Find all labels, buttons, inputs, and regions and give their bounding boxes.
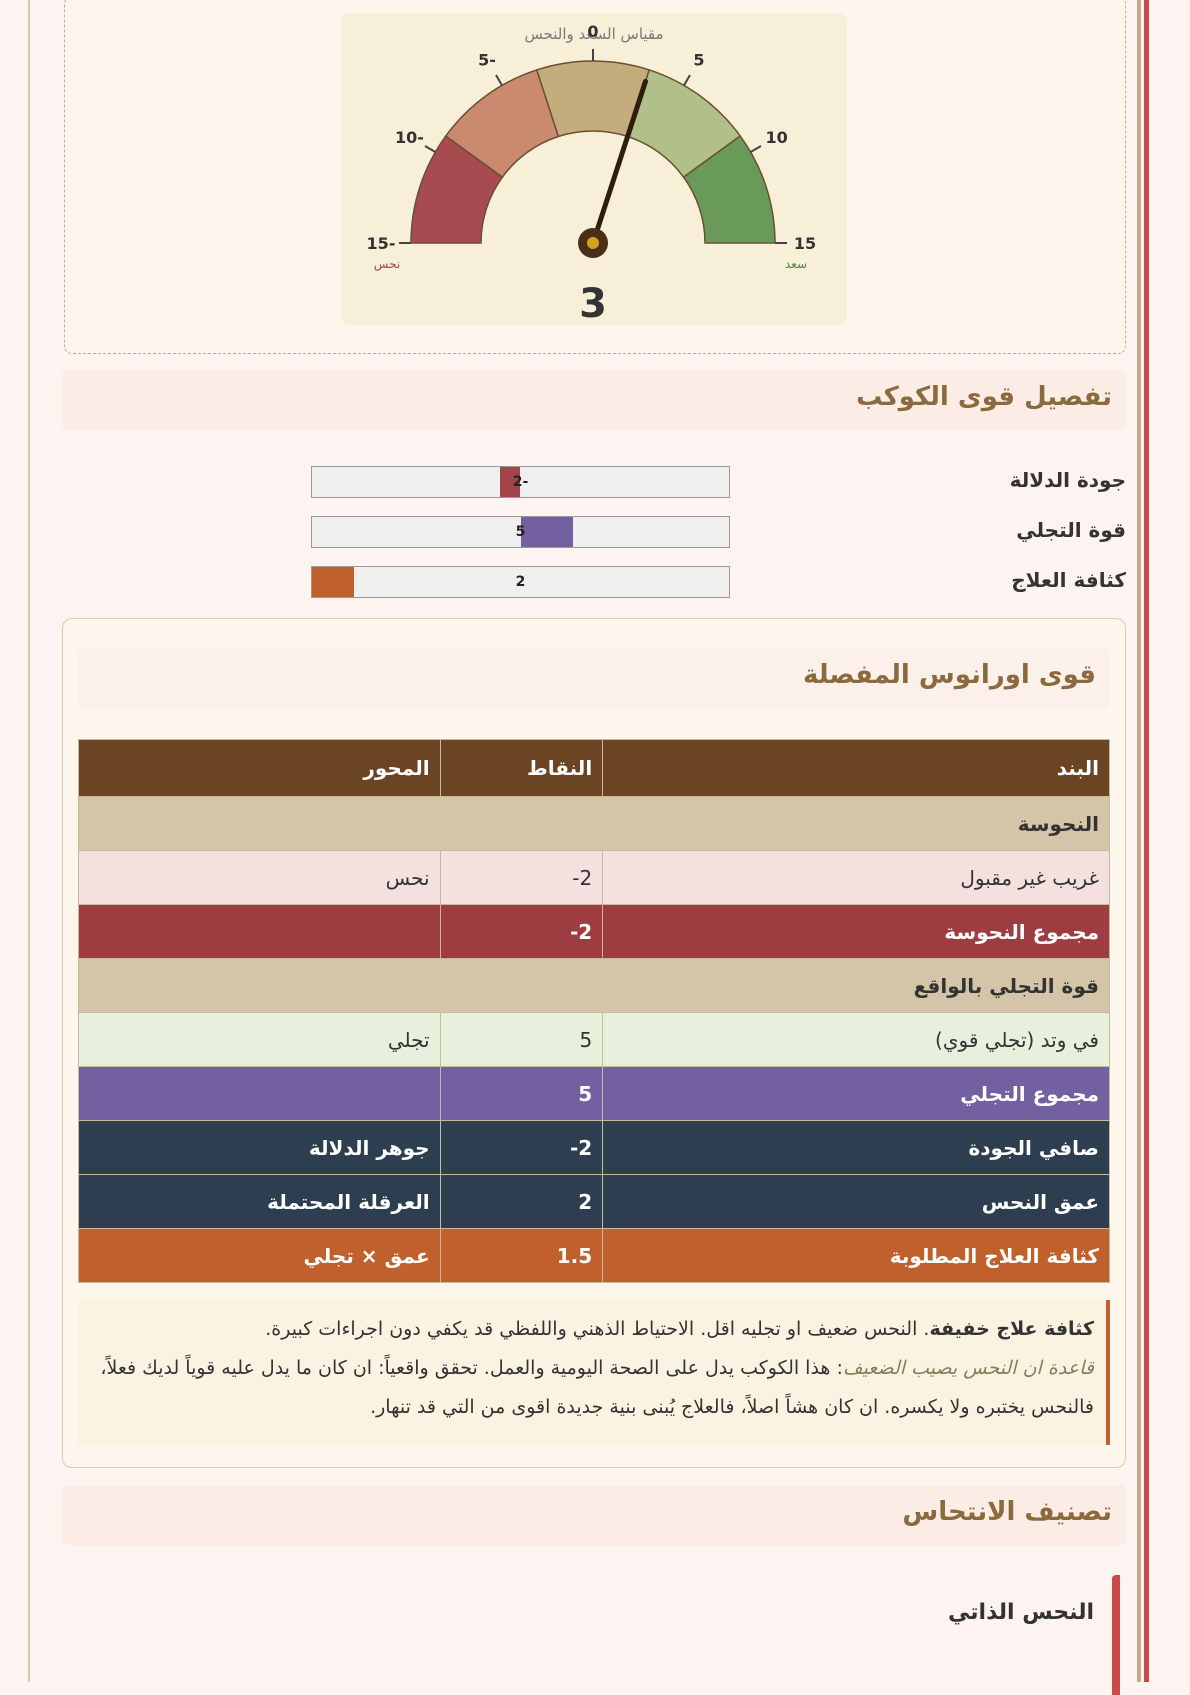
note: كثافة علاج خفيفة. النحس ضعيف او تجليه اق…	[78, 1300, 1110, 1445]
section-header: قوى اورانوس المفصلة	[78, 648, 1110, 708]
table-row: مجموع التجلي 5	[78, 1066, 1110, 1121]
gauge-tick	[424, 145, 436, 153]
gauge-tick-label: 10-	[395, 128, 424, 147]
note-line: كثافة علاج خفيفة. النحس ضعيف او تجليه اق…	[90, 1310, 1094, 1349]
bar-value-label: 2-	[512, 474, 529, 490]
page-rail	[28, 0, 30, 1682]
table-section-cell: النحوسة	[78, 796, 1110, 851]
section-title: تفصيل قوى الكوكب	[856, 382, 1112, 412]
section-header: تفصيل قوى الكوكب	[62, 370, 1126, 430]
table-cell: 2-	[439, 904, 604, 959]
gauge-title: مقياس السعد والنحس	[524, 25, 663, 43]
table-row: مجموع النحوسة 2-	[78, 904, 1110, 959]
table-header-cell: البند	[602, 739, 1110, 797]
bar-label: قوة التجلي	[1016, 518, 1126, 542]
gauge-tick-label: 0	[587, 22, 598, 41]
gauge-tick	[495, 74, 503, 86]
note-line: قاعدة ان النحس يصيب الضعيف: هذا الكوكب ي…	[90, 1349, 1094, 1427]
table-cell: جوهر الدلالة	[78, 1120, 441, 1175]
bar-value-label: 5	[515, 524, 526, 540]
bar-track: 2-	[311, 466, 730, 498]
table-cell: صافي الجودة	[602, 1120, 1110, 1175]
bar-track: 5	[311, 516, 730, 548]
table-cell: كثافة العلاج المطلوبة	[602, 1228, 1110, 1283]
gauge-tick-label: 15	[794, 234, 816, 253]
table-cell: 2-	[439, 1120, 604, 1175]
table-header-row: البند النقاط المحور	[78, 739, 1110, 797]
table-cell: 2	[439, 1174, 604, 1229]
table-cell: 5	[439, 1012, 604, 1067]
section-title: قوى اورانوس المفصلة	[803, 660, 1096, 690]
gauge-tick	[750, 145, 762, 153]
item-accent	[1112, 1575, 1120, 1695]
table-row: صافي الجودة 2- جوهر الدلالة	[78, 1120, 1110, 1175]
bar-value-label: 2	[515, 574, 526, 590]
gauge-segment	[682, 134, 776, 244]
gauge-hub-dot	[587, 237, 599, 249]
table-cell: نحس	[78, 850, 441, 905]
table-cell: في وتد (تجلي قوي)	[602, 1012, 1110, 1067]
gauge-needle	[590, 78, 649, 246]
class-item: النحس الذاتي	[948, 1600, 1094, 1625]
page-rail	[1137, 0, 1141, 1682]
table-header-cell: المحور	[78, 739, 441, 797]
table-cell: غريب غير مقبول	[602, 850, 1110, 905]
bar	[312, 567, 354, 597]
table-cell: عمق × تجلي	[78, 1228, 441, 1283]
gauge-tick-label: 5	[693, 50, 704, 69]
section-header: تصنيف الانتحاس	[62, 1485, 1126, 1545]
table-cell: العرقلة المحتملة	[78, 1174, 441, 1229]
gauge-tick-label: 10	[765, 128, 787, 147]
table-row: كثافة العلاج المطلوبة 1.5 عمق × تجلي	[78, 1228, 1110, 1283]
table-cell: مجموع النحوسة	[602, 904, 1110, 959]
table-row: غريب غير مقبول 2- نحس	[78, 850, 1110, 905]
table-cell: 1.5	[439, 1228, 604, 1283]
bar-label: كثافة العلاج	[1011, 568, 1126, 592]
note-lead: قاعدة ان النحس يصيب الضعيف	[842, 1357, 1094, 1379]
gauge-value: 3	[579, 281, 607, 325]
gauge-panel: مقياس السعد والنحس 15- 10- 5- 0 5 10 15 نحس سعد 3…	[341, 13, 847, 325]
table-cell: تجلي	[78, 1012, 441, 1067]
gauge-low-label: نحس	[374, 257, 400, 272]
table-header-cell: النقاط	[439, 739, 604, 797]
details-table: البند النقاط المحور النحوسة غريب غير مقبول 2-…	[78, 739, 1110, 1283]
note-text: . النحس ضعيف او تجليه اقل. الاحتياط الذه…	[265, 1318, 930, 1340]
table-cell	[78, 904, 441, 959]
table-row: في وتد (تجلي قوي) 5 تجلي	[78, 1012, 1110, 1067]
bar	[499, 467, 521, 497]
table-cell: 5	[439, 1066, 604, 1121]
table-row: النحوسة	[78, 796, 1110, 851]
note-lead: كثافة علاج خفيفة	[929, 1318, 1094, 1340]
table-row: عمق النحس 2 العرقلة المحتملة	[78, 1174, 1110, 1229]
gauge-tick-label: 15-	[367, 234, 396, 253]
bar	[520, 517, 573, 547]
table-cell: 2-	[439, 850, 604, 905]
gauge-high-label: سعد	[785, 257, 807, 271]
gauge-tick	[683, 74, 691, 86]
note-text: : هذا الكوكب يدل على الصحة اليومية والعم…	[100, 1357, 1094, 1418]
gauge-tick-label: 5-	[478, 50, 496, 69]
table-cell: عمق النحس	[602, 1174, 1110, 1229]
table-cell	[78, 1066, 441, 1121]
table-section-cell: قوة التجلي بالواقع	[78, 958, 1110, 1013]
bar-label: جودة الدلالة	[1009, 468, 1126, 492]
section-title: تصنيف الانتحاس	[902, 1497, 1112, 1527]
page-rail	[1144, 0, 1149, 1682]
gauge: مقياس السعد والنحس 15- 10- 5- 0 5 10 15 نحس سعد 3…	[367, 22, 817, 325]
table-cell: مجموع التجلي	[602, 1066, 1110, 1121]
bar-track: 2	[311, 566, 730, 598]
table-row: قوة التجلي بالواقع	[78, 958, 1110, 1013]
